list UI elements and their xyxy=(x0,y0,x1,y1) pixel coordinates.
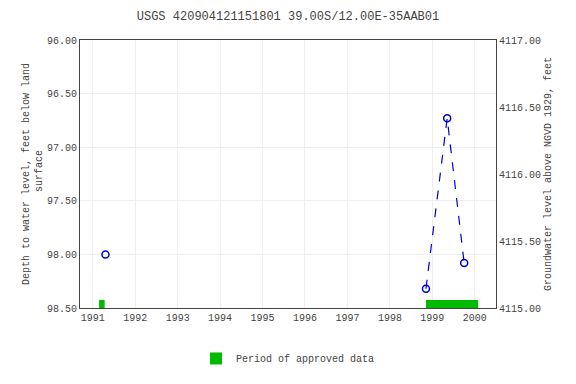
svg-text:1991: 1991 xyxy=(81,313,105,324)
svg-text:1994: 1994 xyxy=(208,313,232,324)
svg-text:96.00: 96.00 xyxy=(47,36,77,47)
svg-text:Depth to water level, feet bel: Depth to water level, feet below land su… xyxy=(21,63,45,285)
svg-text:4117.00: 4117.00 xyxy=(499,36,541,47)
svg-text:Groundwater level above NGVD 1: Groundwater level above NGVD 1929, feet xyxy=(543,57,554,291)
svg-text:1995: 1995 xyxy=(251,313,275,324)
svg-text:97.00: 97.00 xyxy=(47,143,77,154)
svg-text:98.50: 98.50 xyxy=(47,304,77,315)
svg-text:1996: 1996 xyxy=(293,313,317,324)
svg-text:4115.50: 4115.50 xyxy=(499,237,541,248)
svg-text:4115.00: 4115.00 xyxy=(499,304,541,315)
svg-text:1993: 1993 xyxy=(166,313,190,324)
svg-text:4116.50: 4116.50 xyxy=(499,103,541,114)
svg-text:1999: 1999 xyxy=(420,313,444,324)
svg-text:98.00: 98.00 xyxy=(47,250,77,261)
svg-text:97.50: 97.50 xyxy=(47,196,77,207)
svg-text:1997: 1997 xyxy=(335,313,359,324)
svg-text:USGS 420904121151801 39.00S/12: USGS 420904121151801 39.00S/12.00E-35AAB… xyxy=(137,10,439,24)
svg-text:1998: 1998 xyxy=(378,313,402,324)
svg-text:1992: 1992 xyxy=(123,313,147,324)
svg-text:Period of approved data: Period of approved data xyxy=(236,354,374,365)
svg-text:4116.00: 4116.00 xyxy=(499,170,541,181)
svg-text:2000: 2000 xyxy=(463,313,487,324)
svg-text:96.50: 96.50 xyxy=(47,89,77,100)
